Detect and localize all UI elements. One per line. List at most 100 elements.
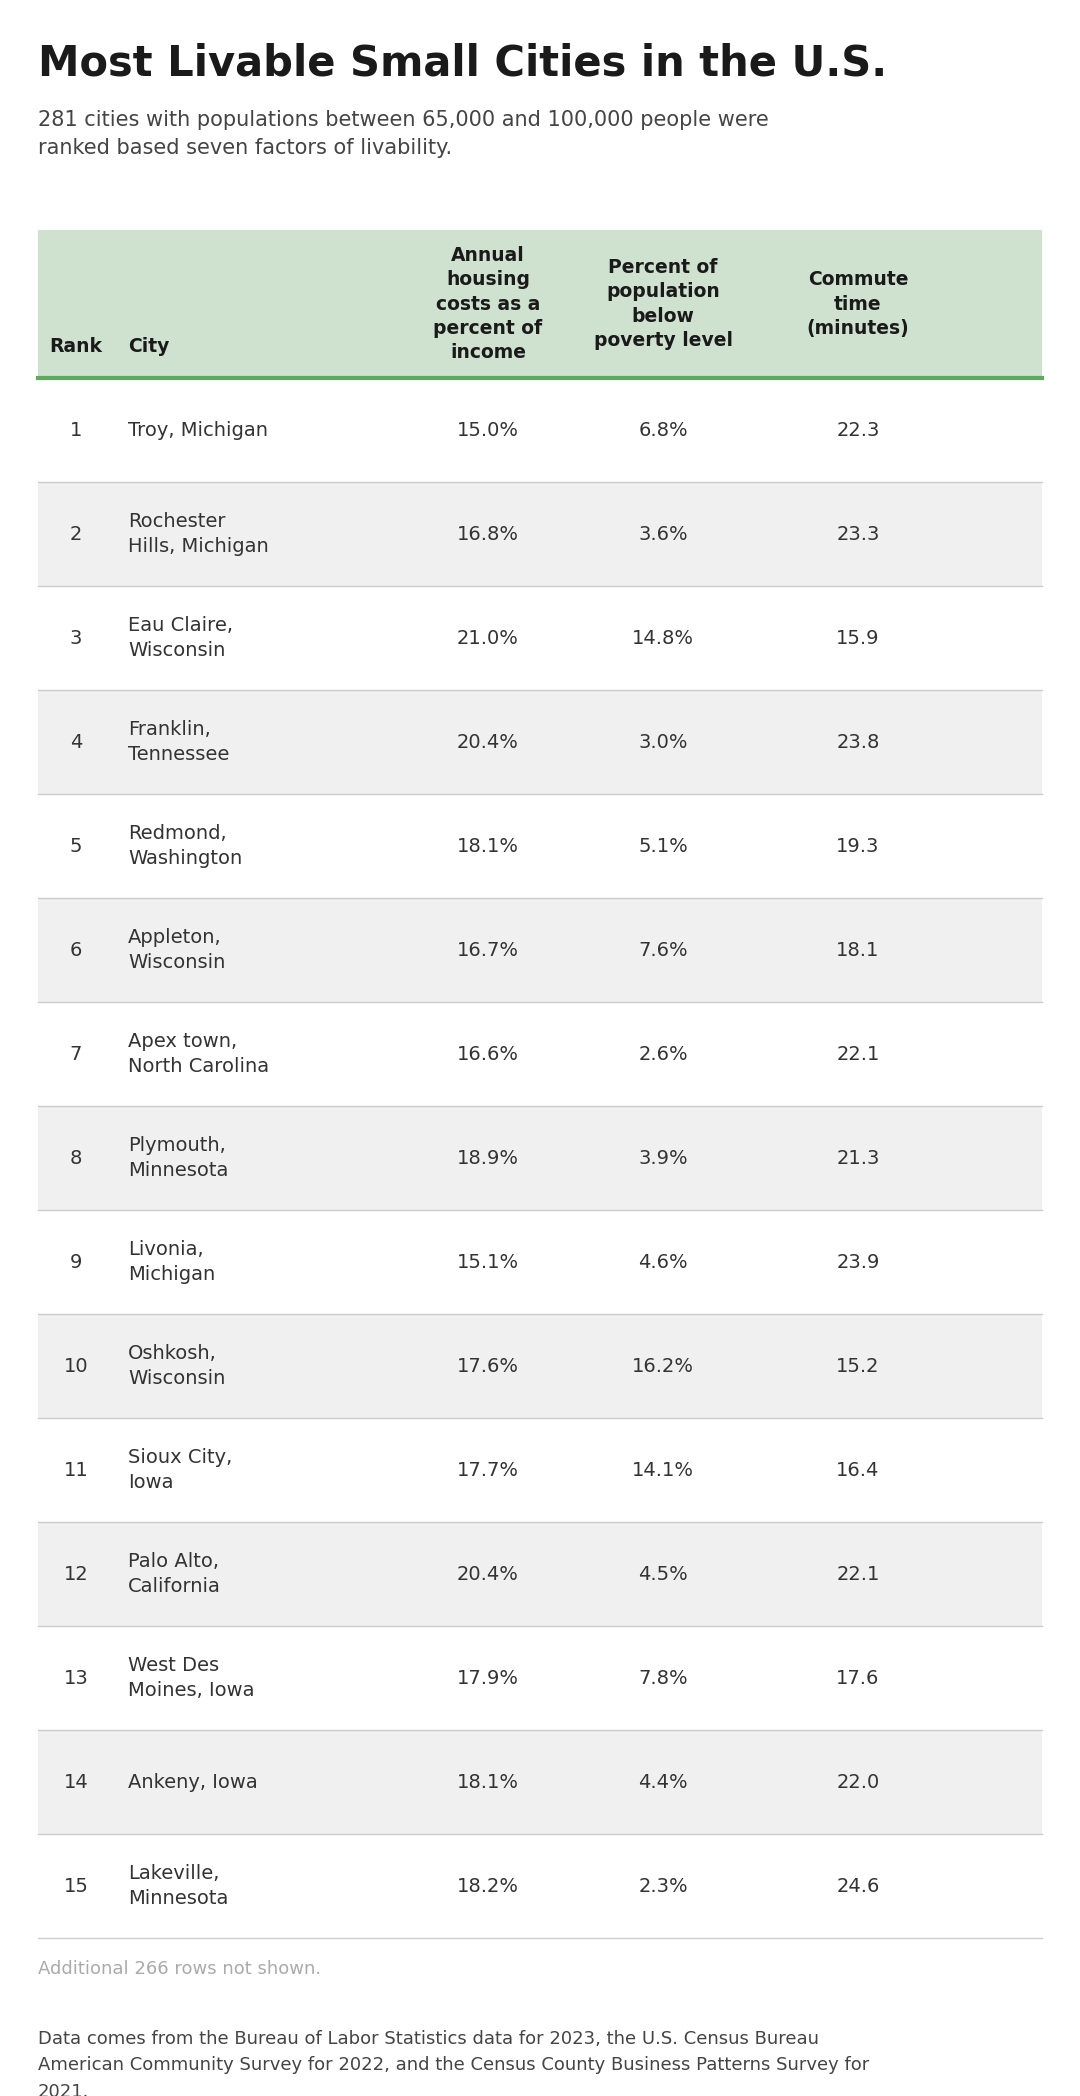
Text: 3: 3 bbox=[70, 629, 82, 648]
Text: 7: 7 bbox=[70, 1044, 82, 1063]
Text: 10: 10 bbox=[64, 1356, 89, 1375]
Text: 15.0%: 15.0% bbox=[457, 421, 519, 440]
Text: 2: 2 bbox=[70, 524, 82, 543]
Text: 20.4%: 20.4% bbox=[457, 732, 518, 752]
Text: 17.6: 17.6 bbox=[836, 1668, 880, 1687]
Text: 15: 15 bbox=[64, 1876, 89, 1895]
Text: 14: 14 bbox=[64, 1773, 89, 1792]
Text: 3.9%: 3.9% bbox=[638, 1149, 688, 1167]
Text: Annual
housing
costs as a
percent of
income: Annual housing costs as a percent of inc… bbox=[433, 245, 542, 363]
Text: Percent of
population
below
poverty level: Percent of population below poverty leve… bbox=[594, 258, 732, 350]
Text: Commute
time
(minutes): Commute time (minutes) bbox=[807, 270, 909, 337]
Text: 23.3: 23.3 bbox=[836, 524, 880, 543]
Bar bbox=[38, 1314, 1042, 1419]
Text: Ankeny, Iowa: Ankeny, Iowa bbox=[129, 1773, 258, 1792]
Text: 16.6%: 16.6% bbox=[457, 1044, 519, 1063]
Text: Apex town,
North Carolina: Apex town, North Carolina bbox=[129, 1031, 269, 1075]
Text: 4: 4 bbox=[70, 732, 82, 752]
Text: 4.5%: 4.5% bbox=[638, 1564, 688, 1582]
Text: 5: 5 bbox=[70, 836, 82, 855]
Text: 2.6%: 2.6% bbox=[638, 1044, 688, 1063]
Text: Appleton,
Wisconsin: Appleton, Wisconsin bbox=[129, 929, 226, 973]
Text: 19.3: 19.3 bbox=[836, 836, 880, 855]
Bar bbox=[38, 1626, 1042, 1729]
Text: Troy, Michigan: Troy, Michigan bbox=[129, 421, 268, 440]
Text: 23.9: 23.9 bbox=[836, 1253, 880, 1272]
Text: 20.4%: 20.4% bbox=[457, 1564, 518, 1582]
Text: 22.0: 22.0 bbox=[836, 1773, 879, 1792]
Text: City: City bbox=[129, 337, 170, 356]
Text: 23.8: 23.8 bbox=[836, 732, 880, 752]
Bar bbox=[38, 482, 1042, 587]
Bar bbox=[38, 690, 1042, 794]
Text: 18.1: 18.1 bbox=[836, 941, 880, 960]
Text: 8: 8 bbox=[70, 1149, 82, 1167]
Text: Lakeville,
Minnesota: Lakeville, Minnesota bbox=[129, 1863, 228, 1907]
Text: 15.9: 15.9 bbox=[836, 629, 880, 648]
Text: 24.6: 24.6 bbox=[836, 1876, 880, 1895]
Text: 22.3: 22.3 bbox=[836, 421, 880, 440]
Text: 7.6%: 7.6% bbox=[638, 941, 688, 960]
Text: Livonia,
Michigan: Livonia, Michigan bbox=[129, 1241, 215, 1285]
Text: 14.1%: 14.1% bbox=[632, 1461, 694, 1480]
Bar bbox=[38, 1419, 1042, 1522]
Text: 21.0%: 21.0% bbox=[457, 629, 518, 648]
Text: Palo Alto,
California: Palo Alto, California bbox=[129, 1551, 221, 1595]
Text: 3.6%: 3.6% bbox=[638, 524, 688, 543]
Text: Rochester
Hills, Michigan: Rochester Hills, Michigan bbox=[129, 511, 269, 555]
Bar bbox=[38, 1522, 1042, 1626]
Text: 18.9%: 18.9% bbox=[457, 1149, 519, 1167]
Text: 7.8%: 7.8% bbox=[638, 1668, 688, 1687]
Text: 5.1%: 5.1% bbox=[638, 836, 688, 855]
Bar bbox=[38, 231, 1042, 377]
Text: 13: 13 bbox=[64, 1668, 89, 1687]
Bar bbox=[38, 1729, 1042, 1834]
Text: 16.2%: 16.2% bbox=[632, 1356, 694, 1375]
Text: Additional 266 rows not shown.: Additional 266 rows not shown. bbox=[38, 1960, 321, 1979]
Bar bbox=[38, 794, 1042, 897]
Text: 16.7%: 16.7% bbox=[457, 941, 519, 960]
Text: 18.1%: 18.1% bbox=[457, 836, 519, 855]
Bar bbox=[38, 587, 1042, 690]
Text: 21.3: 21.3 bbox=[836, 1149, 880, 1167]
Text: 15.2: 15.2 bbox=[836, 1356, 880, 1375]
Text: Sioux City,
Iowa: Sioux City, Iowa bbox=[129, 1448, 232, 1492]
Text: 9: 9 bbox=[70, 1253, 82, 1272]
Text: 12: 12 bbox=[64, 1564, 89, 1582]
Text: Redmond,
Washington: Redmond, Washington bbox=[129, 824, 242, 868]
Bar bbox=[38, 377, 1042, 482]
Text: 16.8%: 16.8% bbox=[457, 524, 519, 543]
Text: 6: 6 bbox=[70, 941, 82, 960]
Text: Oshkosh,
Wisconsin: Oshkosh, Wisconsin bbox=[129, 1344, 226, 1388]
Bar bbox=[38, 1107, 1042, 1209]
Text: West Des
Moines, Iowa: West Des Moines, Iowa bbox=[129, 1656, 255, 1700]
Text: Franklin,
Tennessee: Franklin, Tennessee bbox=[129, 721, 229, 765]
Text: 4.4%: 4.4% bbox=[638, 1773, 688, 1792]
Text: Eau Claire,
Wisconsin: Eau Claire, Wisconsin bbox=[129, 616, 233, 660]
Text: 4.6%: 4.6% bbox=[638, 1253, 688, 1272]
Text: 17.6%: 17.6% bbox=[457, 1356, 519, 1375]
Text: 17.9%: 17.9% bbox=[457, 1668, 519, 1687]
Text: 18.1%: 18.1% bbox=[457, 1773, 519, 1792]
Text: 1: 1 bbox=[70, 421, 82, 440]
Text: 2.3%: 2.3% bbox=[638, 1876, 688, 1895]
Text: Rank: Rank bbox=[50, 337, 103, 356]
Text: 15.1%: 15.1% bbox=[457, 1253, 519, 1272]
Bar bbox=[38, 1002, 1042, 1107]
Text: Plymouth,
Minnesota: Plymouth, Minnesota bbox=[129, 1136, 228, 1180]
Bar bbox=[38, 1834, 1042, 1939]
Text: 6.8%: 6.8% bbox=[638, 421, 688, 440]
Text: 18.2%: 18.2% bbox=[457, 1876, 519, 1895]
Bar bbox=[38, 1209, 1042, 1314]
Text: 11: 11 bbox=[64, 1461, 89, 1480]
Text: 22.1: 22.1 bbox=[836, 1564, 880, 1582]
Text: 3.0%: 3.0% bbox=[638, 732, 688, 752]
Text: 17.7%: 17.7% bbox=[457, 1461, 519, 1480]
Text: Most Livable Small Cities in the U.S.: Most Livable Small Cities in the U.S. bbox=[38, 42, 887, 84]
Text: 22.1: 22.1 bbox=[836, 1044, 880, 1063]
Text: 14.8%: 14.8% bbox=[632, 629, 694, 648]
Text: 16.4: 16.4 bbox=[836, 1461, 880, 1480]
Text: 281 cities with populations between 65,000 and 100,000 people were
ranked based : 281 cities with populations between 65,0… bbox=[38, 109, 769, 157]
Text: Data comes from the Bureau of Labor Statistics data for 2023, the U.S. Census Bu: Data comes from the Bureau of Labor Stat… bbox=[38, 2031, 869, 2096]
Bar bbox=[38, 897, 1042, 1002]
